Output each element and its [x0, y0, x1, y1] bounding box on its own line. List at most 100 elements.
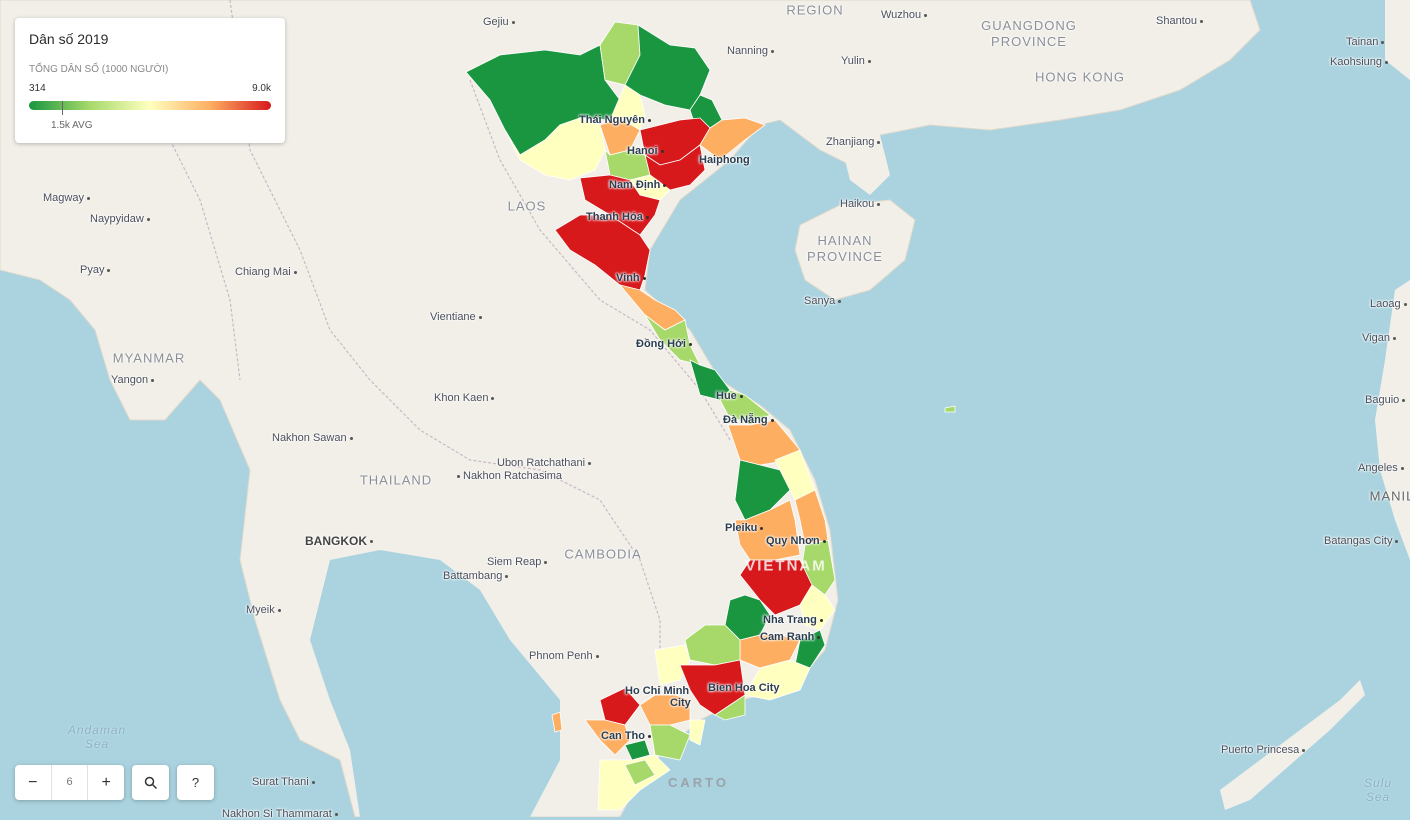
city-label: Battambang	[443, 570, 509, 582]
city-name: Nha Trang	[763, 614, 817, 626]
city-dot	[648, 734, 651, 738]
city-name: City	[670, 697, 691, 709]
city-dot	[293, 270, 297, 274]
search-button[interactable]	[132, 765, 169, 800]
city-name: Magway	[43, 192, 84, 204]
city-label: Puerto Princesa	[1221, 744, 1306, 756]
city-name: Siem Reap	[487, 556, 542, 568]
city-dot	[760, 526, 764, 530]
city-label: Zhanjiang	[826, 136, 881, 148]
city-name: Batangas City	[1324, 535, 1393, 547]
city-name: Can Tho	[601, 730, 645, 742]
hainan-label: HAINAN PROVINCE	[807, 233, 883, 264]
andaman-label: Andaman Sea	[67, 723, 127, 751]
city-name: Surat Thani	[252, 776, 309, 788]
city-dot	[867, 59, 871, 63]
city-name: Baguio	[1365, 394, 1400, 406]
zoom-out-button[interactable]: −	[28, 773, 38, 791]
city-label: Myeik	[246, 604, 281, 616]
country-label-thailand: THAILAND	[359, 472, 433, 488]
city-label: Batangas City	[1324, 535, 1399, 547]
city-label: BANGKOK	[305, 534, 373, 548]
city-dot	[334, 812, 338, 816]
city-label: Laoag	[1370, 298, 1407, 310]
city-dot	[478, 315, 482, 319]
city-label: Nakhon Sawan	[272, 432, 353, 444]
province	[699, 117, 766, 161]
carto-attribution[interactable]: CARTO	[668, 775, 729, 790]
province	[739, 634, 801, 669]
city-dot	[588, 461, 592, 465]
city-name: Vinh	[616, 272, 640, 284]
city-dot	[1381, 40, 1385, 44]
city-label: Phnom Penh	[529, 650, 599, 662]
city-label: Naypyidaw	[90, 213, 150, 225]
city-label: Yulin	[841, 55, 871, 67]
search-icon	[144, 776, 157, 789]
vn-city-label: Quy Nhơn	[766, 535, 826, 547]
city-dot	[107, 268, 111, 272]
zoom-control: − 6 +	[15, 765, 124, 800]
vietnam-provinces[interactable]	[465, 21, 956, 811]
country-label-myanmar: MYANMAR	[112, 350, 186, 366]
city-name: Shantou	[1156, 15, 1197, 27]
city-name: Sanya	[804, 295, 836, 307]
city-dot	[1403, 302, 1407, 306]
city-name: Puerto Princesa	[1221, 744, 1300, 756]
city-label: Vigan	[1362, 332, 1396, 344]
city-dot	[739, 394, 743, 398]
city-name: Yulin	[841, 55, 865, 67]
vn-city-label: Nha Trang	[763, 614, 823, 626]
city-name: Chiang Mai	[235, 266, 291, 278]
city-name: Nakhon Si Thammarat	[222, 808, 332, 820]
province	[734, 499, 801, 561]
city-name: Gejiu	[483, 16, 509, 28]
city-name: Vientiane	[430, 311, 476, 323]
province	[599, 117, 641, 156]
city-name: Thái Nguyên	[579, 114, 646, 126]
city-label: Haikou	[840, 198, 881, 210]
city-name: Haiphong	[699, 154, 750, 166]
city-name: Hanoi	[627, 145, 658, 157]
province	[624, 759, 656, 786]
province	[649, 724, 691, 761]
province	[551, 711, 563, 733]
province	[734, 459, 791, 521]
province	[944, 405, 956, 413]
city-name: Wuzhou	[881, 9, 922, 21]
province	[584, 719, 631, 756]
city-dot	[822, 539, 826, 543]
city-dot	[146, 217, 150, 221]
province	[504, 117, 606, 181]
vn-city-label: Thái Nguyên	[579, 114, 652, 126]
legend-color-ramp	[29, 101, 271, 110]
city-label: Yangon	[111, 374, 155, 386]
city-label-manila: MANIL	[1369, 488, 1410, 504]
city-label: Vientiane	[430, 311, 482, 323]
city-label: Siem Reap	[487, 556, 548, 568]
city-label: Surat Thani	[252, 776, 315, 788]
city-dot	[457, 474, 460, 478]
country-label-cambodia: CAMBODIA	[564, 546, 642, 562]
city-name: Bien Hoa City	[708, 682, 780, 694]
city-label: Magway	[43, 192, 90, 204]
gulf-thailand	[310, 550, 560, 817]
city-dot	[877, 202, 881, 206]
city-dot	[770, 49, 774, 53]
city-name: Khon Kaen	[434, 392, 489, 404]
city-label: Wuzhou	[881, 9, 928, 21]
city-dot	[838, 299, 842, 303]
country-label-vietnam: VIETNAM	[745, 557, 827, 575]
vn-city-label: Thanh Hóa	[586, 211, 649, 223]
city-label: Nakhon Ratchasima	[457, 470, 562, 482]
city-label: Baguio	[1365, 394, 1406, 406]
province	[579, 174, 661, 236]
city-dot	[645, 215, 649, 219]
city-dot	[770, 418, 774, 422]
leizhou	[840, 135, 890, 195]
help-button[interactable]: ?	[177, 765, 214, 800]
city-name: Ubon Ratchathani	[497, 457, 586, 469]
city-dot	[688, 342, 692, 346]
zoom-in-button[interactable]: +	[101, 773, 111, 791]
